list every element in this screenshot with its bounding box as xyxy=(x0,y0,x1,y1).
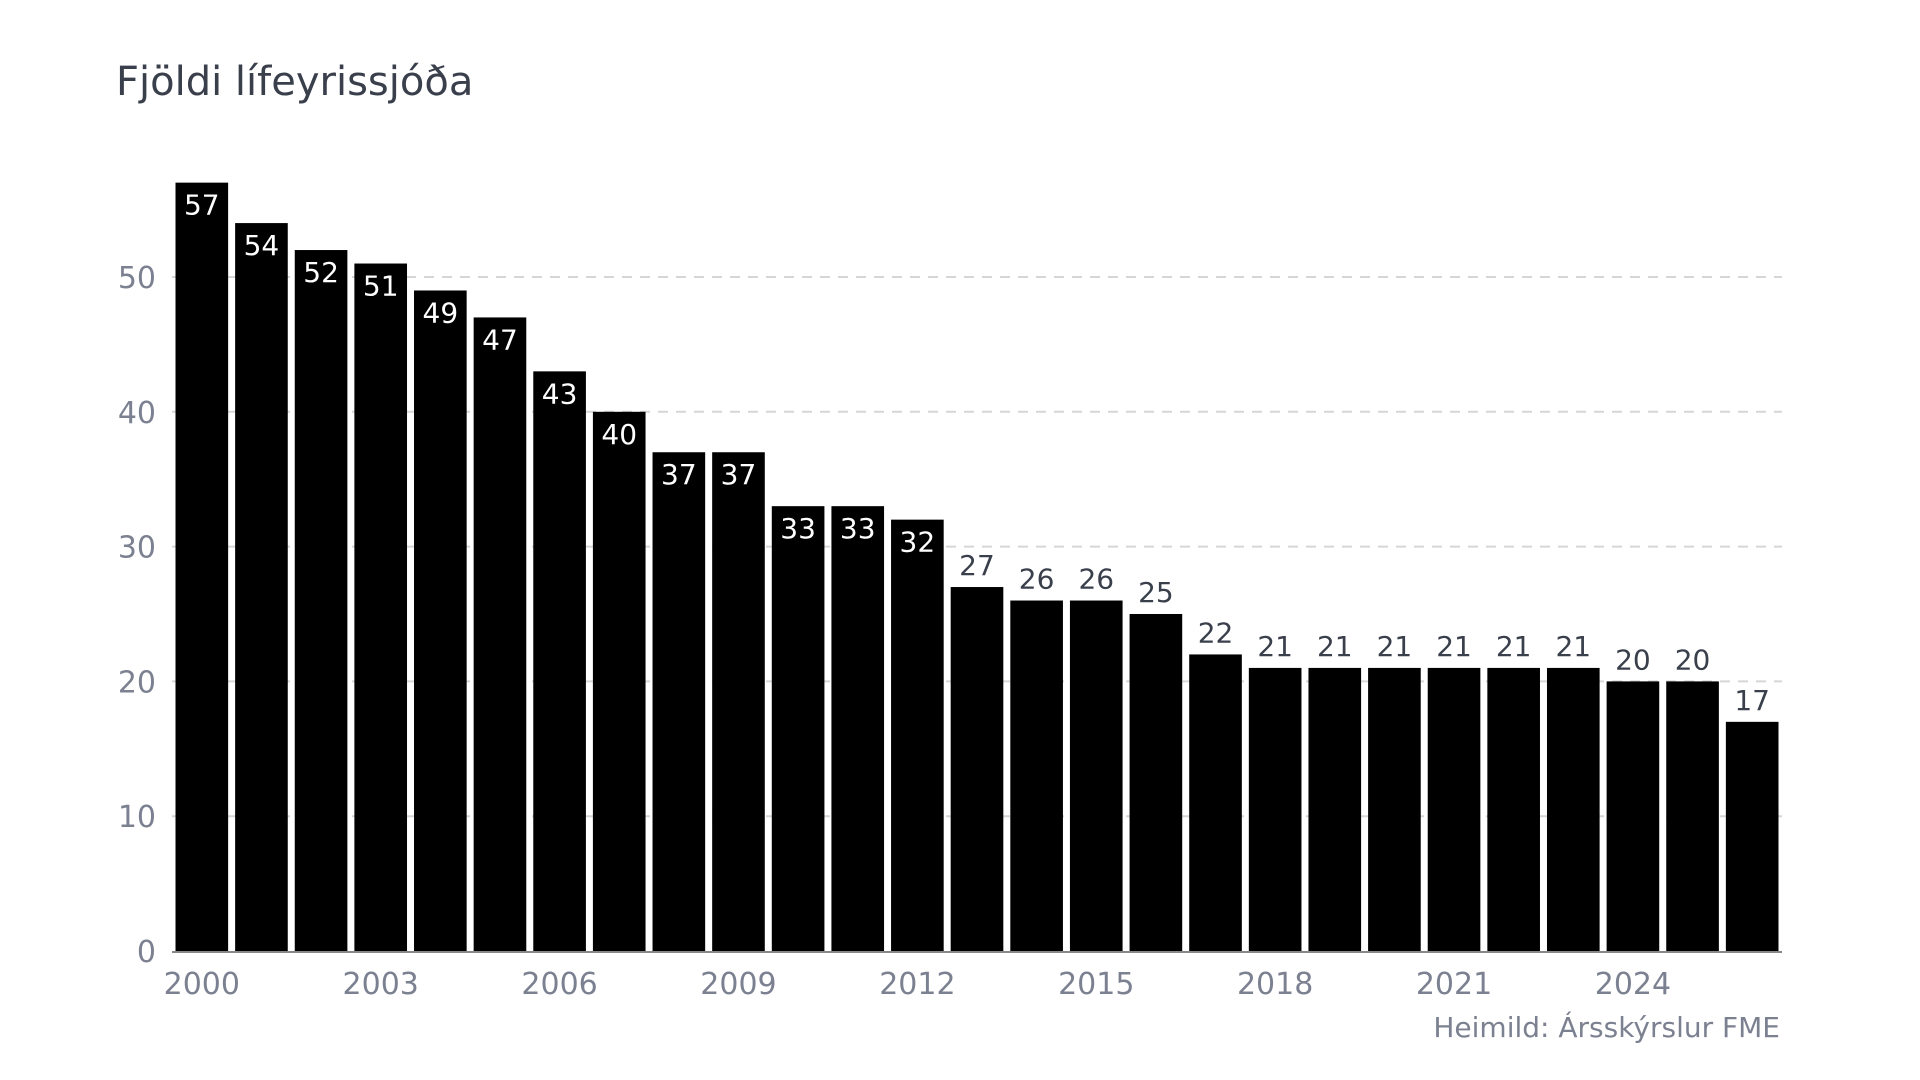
bar-value-label: 57 xyxy=(184,189,220,222)
x-tick-label: 2006 xyxy=(521,967,597,1002)
bar xyxy=(175,182,229,951)
bar-value-label: 40 xyxy=(601,418,637,451)
bar xyxy=(712,452,765,951)
y-tick-label: 50 xyxy=(118,261,156,296)
x-tick-label: 2003 xyxy=(343,967,419,1002)
source-note: Heimild: Ársskýrslur FME xyxy=(1433,1010,1780,1044)
bar xyxy=(1069,600,1123,951)
bar-value-label: 21 xyxy=(1496,630,1532,663)
bar xyxy=(1010,600,1063,951)
x-tick-label: 2018 xyxy=(1237,967,1313,1002)
bar-value-label: 49 xyxy=(423,296,459,329)
bar-value-label: 20 xyxy=(1615,643,1651,676)
bar-value-label: 21 xyxy=(1377,630,1413,663)
x-axis: 2000 2003 2006 2009 2012 2015 2018 2021 2024 xyxy=(164,967,1671,1002)
bar-value-label: 21 xyxy=(1436,630,1472,663)
bar xyxy=(1427,667,1481,951)
bar xyxy=(1666,681,1719,951)
bar-value-label: 26 xyxy=(1078,563,1114,596)
bar-value-label: 20 xyxy=(1675,643,1711,676)
bar xyxy=(235,223,288,951)
x-tick-label: 2009 xyxy=(700,967,776,1002)
bar-value-label: 21 xyxy=(1257,630,1293,663)
bar-value-label: 25 xyxy=(1138,576,1174,609)
y-tick-label: 10 xyxy=(118,800,156,835)
bar-value-label: 51 xyxy=(363,270,399,303)
bar xyxy=(1487,667,1540,951)
bar xyxy=(473,317,527,951)
bar-value-label: 37 xyxy=(661,458,697,491)
bar xyxy=(1368,667,1421,951)
bar-value-label: 33 xyxy=(840,512,876,545)
y-tick-label: 20 xyxy=(118,665,156,700)
bar xyxy=(950,587,1004,951)
bar xyxy=(771,506,825,951)
bar xyxy=(1308,667,1362,951)
bar xyxy=(1248,667,1302,951)
bar-value-label: 54 xyxy=(244,229,280,262)
bar-value-label: 22 xyxy=(1198,616,1234,649)
chart-title: Fjöldi lífeyrissjóða xyxy=(116,59,473,105)
bar-value-label: 21 xyxy=(1317,630,1353,663)
y-axis: 0 10 20 30 40 50 xyxy=(118,261,156,970)
bar xyxy=(1725,721,1779,951)
bar-value-label: 32 xyxy=(900,526,936,559)
bar xyxy=(294,250,348,952)
x-tick-label: 2000 xyxy=(164,967,240,1002)
bar-value-label: 37 xyxy=(721,458,757,491)
bar xyxy=(592,411,646,951)
bar xyxy=(652,452,706,951)
bar xyxy=(533,371,586,951)
x-tick-label: 2012 xyxy=(879,967,955,1002)
bar-labels: 57 54 52 51 49 47 43 40 37 37 33 33 32 27 26 26 25 22 21 21… xyxy=(184,189,1770,717)
bar-value-label: 21 xyxy=(1555,630,1591,663)
x-tick-label: 2024 xyxy=(1595,967,1671,1002)
bar-value-label: 43 xyxy=(542,377,578,410)
bar-value-label: 33 xyxy=(780,512,816,545)
bar xyxy=(891,519,944,951)
bar-value-label: 27 xyxy=(959,549,995,582)
x-tick-label: 2021 xyxy=(1416,967,1492,1002)
bar xyxy=(1606,681,1660,951)
bar-value-label: 47 xyxy=(482,323,518,356)
bar xyxy=(1546,667,1600,951)
y-tick-label: 40 xyxy=(118,396,156,431)
bar xyxy=(414,290,467,952)
bar xyxy=(1189,654,1242,951)
y-tick-label: 0 xyxy=(137,935,156,970)
bar xyxy=(1129,614,1183,951)
bar-value-label: 26 xyxy=(1019,563,1055,596)
bar xyxy=(831,506,885,951)
y-tick-label: 30 xyxy=(118,531,156,566)
bar-value-label: 52 xyxy=(303,256,339,289)
bar xyxy=(354,263,408,951)
x-tick-label: 2015 xyxy=(1058,967,1134,1002)
bar-value-label: 17 xyxy=(1734,684,1770,717)
bars xyxy=(175,182,1779,952)
